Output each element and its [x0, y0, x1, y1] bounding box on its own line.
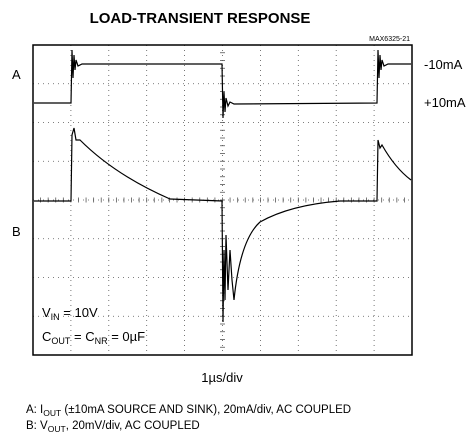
- note: A: IOUT (±10mA SOURCE AND SINK), 20mA/di…: [26, 404, 351, 418]
- channel-label: B: [12, 224, 21, 239]
- channel-label: A: [12, 67, 21, 82]
- figure-id: MAX6325-21: [369, 36, 410, 43]
- trace-a: [34, 49, 411, 119]
- level-label: +10mA: [424, 95, 466, 110]
- chart-title: LOAD-TRANSIENT RESPONSE: [90, 10, 311, 27]
- note: B: VOUT, 20mV/div, AC COUPLED: [26, 420, 200, 434]
- annotation: VIN = 10V: [42, 305, 98, 322]
- frame: [32, 44, 413, 356]
- level-label: -10mA: [424, 57, 463, 72]
- annotation: COUT = CNR = 0µF: [42, 329, 145, 346]
- x-axis-label: 1µs/div: [201, 370, 243, 385]
- trace-b: [34, 127, 412, 323]
